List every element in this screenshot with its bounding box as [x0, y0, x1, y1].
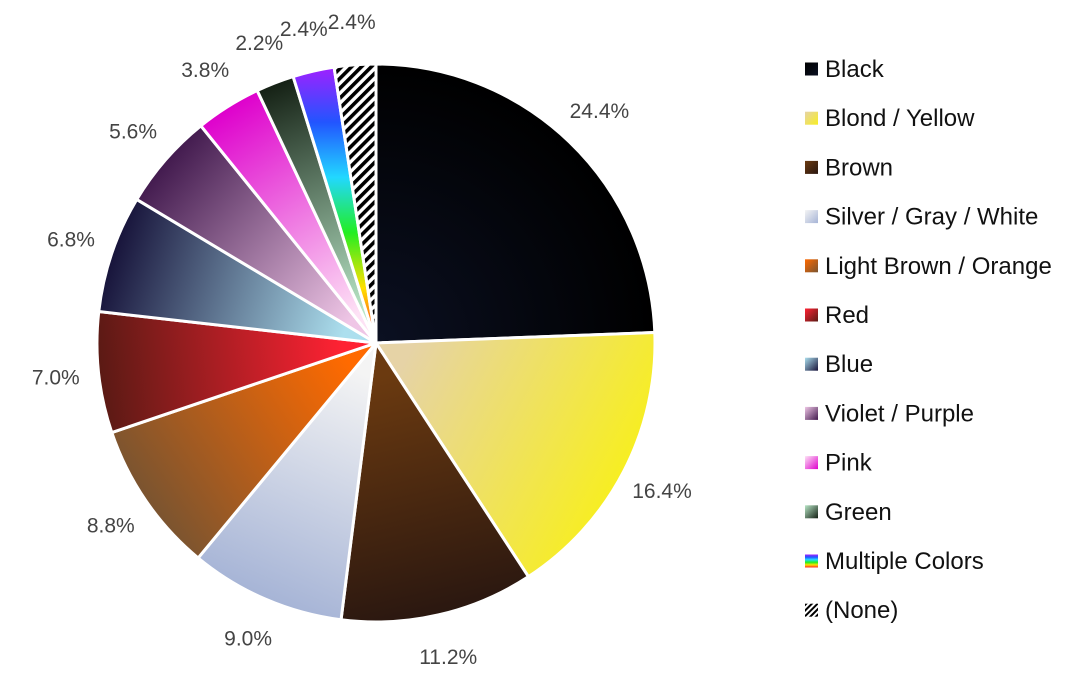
pie-slice-blond-yellow [374, 330, 657, 579]
legend-swatch-green [805, 505, 818, 519]
legend-item-green: Green [805, 499, 892, 526]
legend-item-multiple-colors: Multiple Colors [805, 548, 984, 575]
legend-label-none: (None) [825, 597, 898, 624]
value-label-pink: 3.8% [181, 59, 229, 82]
legend-swatch-blond-yellow [805, 111, 818, 125]
pie-slice-black [374, 62, 657, 345]
legend-swatch-none [805, 603, 818, 617]
pie-slice-blue [97, 197, 378, 345]
legend-label-multiple-colors: Multiple Colors [825, 548, 984, 575]
legend-swatch-blue [805, 357, 818, 371]
pie-slices [95, 62, 657, 624]
legend-item-violet-purple: Violet / Purple [805, 400, 974, 427]
pie-slice-none [332, 62, 378, 345]
legend-swatch-light-brown-orange [805, 259, 818, 273]
legend-item-black: Black [805, 56, 885, 83]
legend-label-black: Black [825, 56, 885, 83]
legend: Black Blond / Yellow Brown Silver / Gray / … [805, 56, 1052, 624]
legend-swatch-brown [805, 160, 818, 174]
legend-swatch-silver-gray-white [805, 210, 818, 224]
value-label-red: 7.0% [32, 366, 80, 389]
legend-swatch-red [805, 308, 818, 322]
legend-label-violet-purple: Violet / Purple [825, 400, 974, 427]
legend-item-red: Red [805, 302, 869, 329]
legend-label-green: Green [825, 499, 892, 526]
value-label-violet-purple: 5.6% [109, 121, 157, 144]
legend-label-blond-yellow: Blond / Yellow [825, 105, 975, 132]
legend-swatch-pink [805, 456, 818, 470]
pie-slice-brown [339, 341, 530, 624]
legend-swatch-black [805, 62, 818, 76]
value-label-none: 2.4% [328, 11, 376, 34]
legend-swatch-multiple-colors [805, 554, 818, 568]
legend-label-light-brown-orange: Light Brown / Orange [825, 253, 1052, 280]
pie-slice-red [95, 310, 378, 435]
value-label-multiple-colors: 2.4% [280, 18, 328, 41]
value-label-silver-gray-white: 9.0% [224, 628, 272, 651]
legend-label-red: Red [825, 302, 869, 329]
value-label-black: 24.4% [570, 100, 630, 123]
value-label-blond-yellow: 16.4% [632, 480, 692, 503]
legend-item-blue: Blue [805, 351, 873, 378]
legend-label-pink: Pink [825, 450, 873, 477]
value-label-green: 2.2% [235, 32, 283, 55]
value-label-light-brown-orange: 8.8% [87, 515, 135, 538]
legend-item-silver-gray-white: Silver / Gray / White [805, 204, 1038, 231]
value-label-blue: 6.8% [47, 229, 95, 252]
legend-item-none: (None) [805, 597, 898, 624]
legend-item-brown: Brown [805, 154, 893, 181]
pie-value-labels: 24.4% 16.4% 11.2% 9.0% 8.8% 7.0% 6.8% 5.6% 3.8% 2… [32, 11, 692, 669]
legend-item-light-brown-orange: Light Brown / Orange [805, 253, 1052, 280]
legend-item-blond-yellow: Blond / Yellow [805, 105, 975, 132]
legend-swatch-violet-purple [805, 406, 818, 420]
legend-label-brown: Brown [825, 154, 893, 181]
legend-label-blue: Blue [825, 351, 873, 378]
pie-slice-silver-gray-white [196, 341, 378, 622]
legend-item-pink: Pink [805, 450, 873, 477]
legend-label-silver-gray-white: Silver / Gray / White [825, 204, 1038, 231]
pie-slice-light-brown-orange [110, 341, 378, 560]
value-label-brown: 11.2% [419, 646, 477, 669]
